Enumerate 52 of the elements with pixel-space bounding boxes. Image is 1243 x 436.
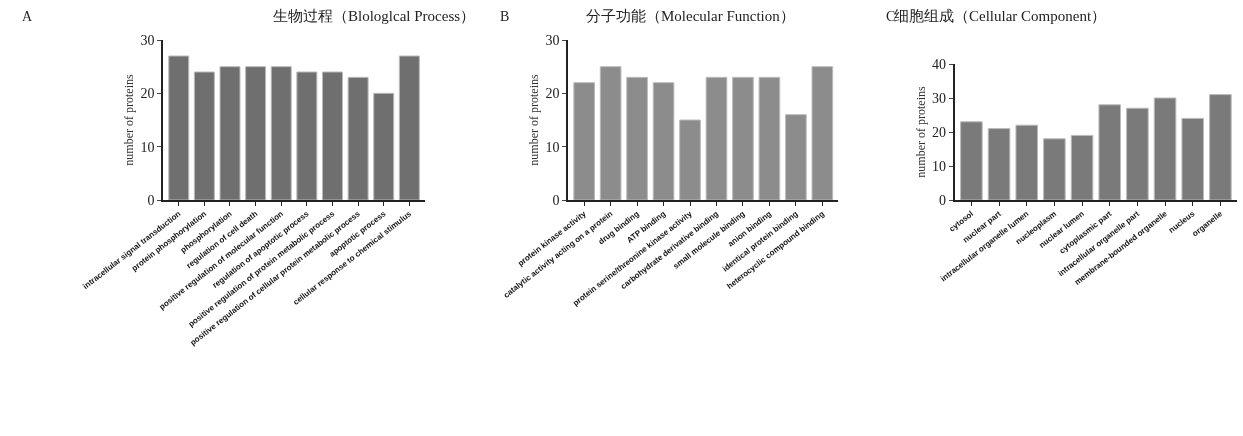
bar	[1015, 124, 1039, 200]
bar	[245, 66, 267, 200]
y-tick-label: 20	[545, 86, 560, 102]
chart-title: 细胞组成（Cellular Component）	[894, 8, 1107, 24]
chart-title: 生物过程（Blologlcal Process）	[273, 8, 476, 24]
y-tick-label: 30	[545, 32, 560, 48]
bar	[398, 55, 420, 200]
y-tick-label: 30	[931, 90, 946, 106]
bar	[296, 71, 318, 200]
bar	[652, 82, 675, 200]
bar	[1209, 94, 1232, 200]
bar	[573, 82, 595, 200]
y-tick-label: 30	[140, 32, 155, 48]
y-tick-label: 0	[147, 192, 155, 208]
y-axis-title: number of proteins	[527, 74, 542, 166]
text: B	[500, 9, 510, 24]
bar	[705, 76, 728, 200]
y-tick-label: 10	[545, 139, 560, 155]
bar	[1043, 138, 1066, 200]
bar	[785, 114, 807, 200]
y-tick-label: 0	[552, 192, 560, 208]
bar	[270, 66, 292, 200]
bar	[758, 76, 781, 200]
bar	[1098, 104, 1122, 200]
y-tick-label: 40	[931, 56, 946, 72]
y-tick-label: 10	[931, 158, 946, 174]
bar	[168, 55, 190, 200]
chart-title: 分子功能（Molecular Function）	[586, 8, 795, 24]
bar	[599, 66, 622, 200]
bar	[811, 66, 834, 200]
bar	[626, 76, 648, 200]
bar	[1126, 107, 1149, 200]
bar	[193, 71, 215, 200]
bar	[732, 76, 754, 200]
bar	[1153, 97, 1177, 200]
y-tick-label: 10	[140, 139, 155, 155]
text: C	[886, 9, 896, 24]
y-axis-title: number of proteins	[122, 74, 137, 166]
bar	[960, 121, 983, 200]
bar	[322, 71, 343, 200]
bar	[1070, 134, 1094, 200]
y-tick-label: 20	[931, 124, 946, 140]
y-tick-label: 0	[938, 192, 946, 208]
bar	[1181, 117, 1205, 200]
y-axis-title: number of proteins	[913, 86, 928, 178]
text: A	[22, 9, 33, 24]
y-tick-label: 20	[140, 86, 155, 102]
bar	[987, 128, 1011, 200]
bar	[219, 66, 241, 200]
bar	[679, 119, 701, 200]
bar	[347, 76, 369, 200]
bar	[373, 92, 395, 200]
